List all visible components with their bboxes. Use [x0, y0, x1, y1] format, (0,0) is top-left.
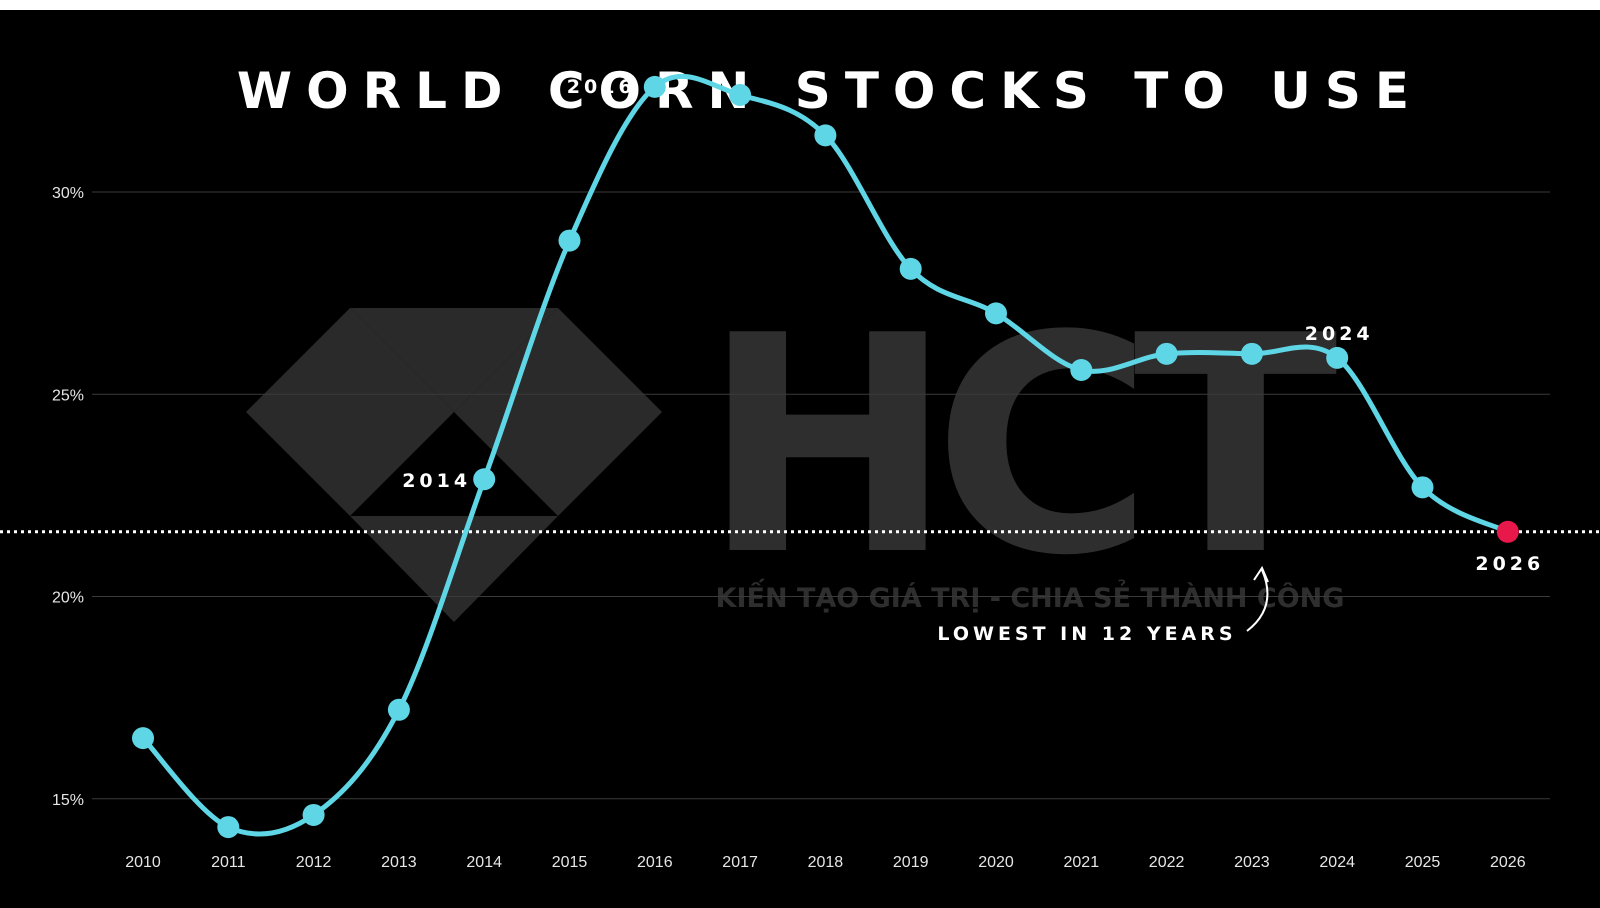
- x-tick-label: 2021: [1064, 854, 1100, 871]
- data-point: [1411, 476, 1434, 499]
- x-tick-label: 2012: [296, 854, 332, 871]
- arrow-head-icon: [1253, 565, 1269, 583]
- y-axis-ticks: 15% 20% 25% 30%: [52, 185, 84, 809]
- data-point-highlight: [1496, 520, 1519, 543]
- data-point: [217, 816, 240, 839]
- chart-title: WORLD CORN STOCKS TO USE: [237, 62, 1423, 120]
- point-label: 2024: [1305, 323, 1374, 345]
- data-point: [643, 75, 666, 98]
- chart-frame: HCT KIẾN TẠO GIÁ TRỊ - CHIA SẺ THÀNH CÔN…: [0, 10, 1600, 908]
- data-point: [1326, 346, 1349, 369]
- diamond-logo-icon: [246, 308, 662, 622]
- data-point: [899, 257, 922, 280]
- annotation-text: LOWEST IN 12 YEARS: [937, 623, 1236, 645]
- data-point: [473, 468, 496, 491]
- data-point: [729, 83, 752, 106]
- x-tick-label: 2018: [808, 854, 844, 871]
- y-tick-label: 30%: [52, 185, 84, 202]
- y-tick-label: 20%: [52, 590, 84, 607]
- data-point: [985, 302, 1007, 325]
- watermark-text: HCT: [702, 272, 1339, 621]
- x-tick-label: 2011: [211, 854, 246, 871]
- annotation-arrow: [1246, 569, 1269, 632]
- series-path: [140, 74, 1511, 837]
- point-label: 2014: [402, 470, 471, 492]
- watermark-logo: HCT KIẾN TẠO GIÁ TRỊ - CHIA SẺ THÀNH CÔN…: [246, 272, 1360, 622]
- y-tick-label: 25%: [52, 387, 84, 404]
- lowest-annotation: LOWEST IN 12 YEARS: [937, 565, 1269, 645]
- series-line: [140, 74, 1511, 837]
- point-label: 2026: [1475, 553, 1544, 575]
- point-labels: 2014 2016 2024 2026: [402, 76, 1544, 575]
- x-tick-label: 2022: [1149, 854, 1185, 871]
- y-tick-label: 15%: [52, 792, 84, 809]
- data-points: [132, 75, 1519, 839]
- x-tick-label: 2017: [722, 854, 758, 871]
- x-tick-label: 2020: [978, 854, 1014, 871]
- data-point: [302, 803, 325, 826]
- x-tick-label: 2016: [637, 854, 673, 871]
- data-point: [132, 727, 154, 750]
- x-axis-ticks: 2010 2011 2012 2013 2014 2015 2016 2017 2018 2019…: [125, 854, 1525, 871]
- data-point: [1240, 342, 1263, 365]
- x-tick-label: 2010: [125, 854, 161, 871]
- data-point: [1070, 359, 1093, 382]
- data-point: [558, 229, 581, 252]
- x-tick-label: 2013: [381, 854, 417, 871]
- data-point: [814, 124, 837, 147]
- x-tick-label: 2014: [466, 854, 502, 871]
- x-tick-label: 2015: [552, 854, 588, 871]
- x-tick-label: 2024: [1319, 854, 1355, 871]
- x-tick-label: 2025: [1405, 854, 1441, 871]
- chart: HCT KIẾN TẠO GIÁ TRỊ - CHIA SẺ THÀNH CÔN…: [0, 62, 1600, 871]
- x-tick-label: 2026: [1490, 854, 1526, 871]
- x-tick-label: 2023: [1234, 854, 1270, 871]
- data-point: [387, 698, 410, 721]
- x-tick-label: 2019: [893, 854, 929, 871]
- data-point: [1155, 342, 1178, 365]
- point-label: 2016: [567, 76, 636, 98]
